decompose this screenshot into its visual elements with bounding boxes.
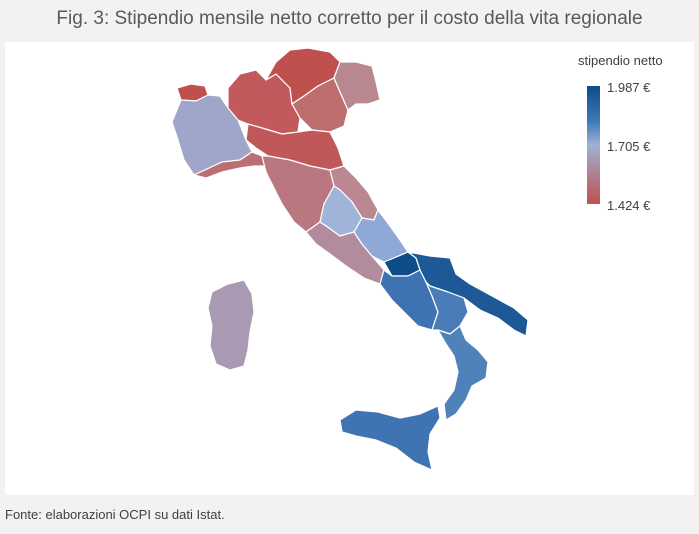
legend-mid-label: 1.705 € — [607, 139, 651, 154]
legend-min-label: 1.424 € — [607, 198, 651, 213]
region-sicilia — [339, 405, 441, 471]
legend-color-scale — [587, 86, 600, 204]
source-note: Fonte: elaborazioni OCPI su dati Istat. — [5, 507, 225, 522]
region-lazio — [305, 221, 385, 285]
region-calabria — [437, 325, 489, 421]
legend-title: stipendio netto — [578, 53, 663, 68]
figure-title: Fig. 3: Stipendio mensile netto corretto… — [56, 8, 643, 29]
region-friuli-venezia-giulia — [333, 61, 381, 111]
legend-max-label: 1.987 € — [607, 80, 651, 95]
region-sardegna — [207, 279, 255, 371]
